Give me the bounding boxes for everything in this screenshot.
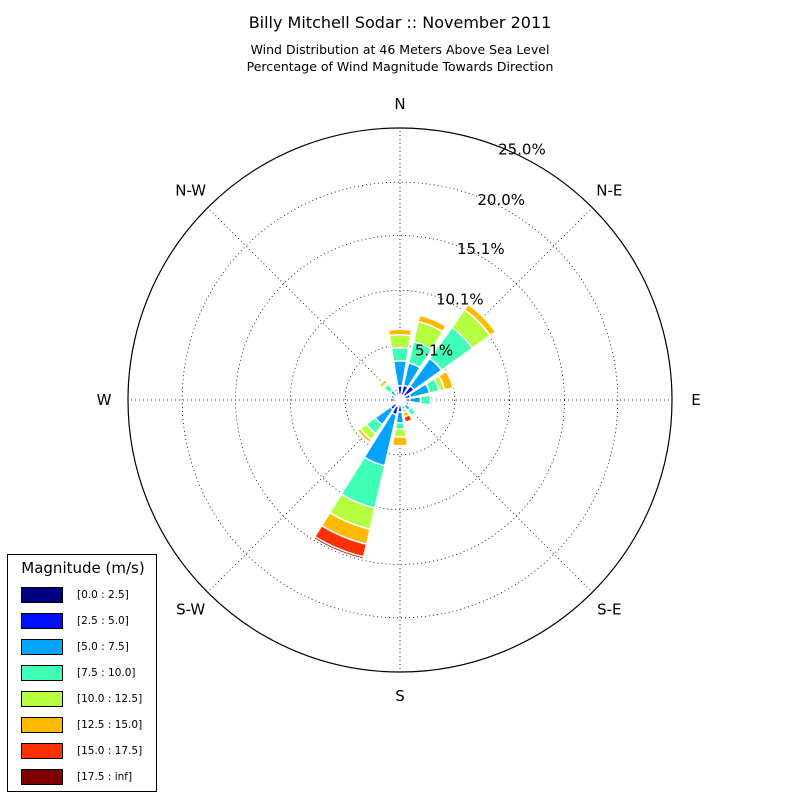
grid-ring	[181, 181, 619, 619]
legend-label: [10.0 : 12.5]	[77, 693, 143, 705]
wind-bars	[312, 303, 497, 560]
wind-bar-segment	[391, 435, 409, 447]
wind-bar-segment	[388, 393, 393, 399]
chart-subtitle: Wind Distribution at 46 Meters Above Sea…	[250, 42, 550, 57]
polar-labels: 5.1% 10.1% 15.1% 20.0% 25.0% N N-E E S-E S S-W W N-W	[97, 95, 701, 705]
legend: Magnitude (m/s) [0.0 : 2.5] [2.5 : 5.0] [5…	[7, 554, 157, 792]
legend-label: [7.5 : 10.0]	[77, 667, 136, 679]
radial-tick-label: 20.0%	[477, 191, 525, 209]
wind-bar-segment	[378, 378, 389, 389]
wind-bar-segment	[463, 303, 497, 337]
direction-label: E	[691, 391, 700, 409]
legend-swatch	[21, 691, 63, 707]
direction-label: S-E	[597, 600, 621, 618]
radial-tick-label: 5.1%	[415, 341, 453, 359]
wind-bar-segment	[394, 421, 406, 431]
wind-bar-segment	[393, 428, 407, 438]
legend-label: [0.0 : 2.5]	[77, 589, 129, 601]
wind-bar-segment	[390, 347, 410, 363]
wind-bar-segment	[388, 333, 412, 350]
wind-bar-segment	[429, 393, 434, 407]
legend-swatch	[21, 587, 63, 603]
direction-label: N-E	[596, 182, 622, 200]
grid-spoke	[207, 207, 401, 401]
legend-label: [2.5 : 5.0]	[77, 615, 129, 627]
grid-spoke	[399, 207, 593, 401]
legend-swatch	[21, 639, 63, 655]
grid-ring	[235, 235, 565, 565]
radial-tick-label: 10.1%	[436, 291, 484, 309]
outer-ring	[127, 127, 673, 673]
chart-title: Billy Mitchell Sodar :: November 2011	[248, 13, 552, 32]
legend-swatch	[21, 613, 63, 629]
legend-label: [12.5 : 15.0]	[77, 719, 143, 731]
legend-swatch	[21, 717, 63, 733]
legend-title: Magnitude (m/s)	[21, 559, 145, 577]
chart-subtitle-2: Percentage of Wind Magnitude Towards Dir…	[246, 59, 554, 74]
wind-bar-segment	[437, 370, 454, 391]
legend-swatch	[21, 743, 63, 759]
radial-tick-label: 25.0%	[498, 141, 546, 159]
direction-label: N-W	[175, 182, 206, 200]
wind-bar-segment	[312, 535, 365, 560]
wind-bar-segment	[392, 387, 399, 394]
wind-bar-segment	[387, 328, 413, 337]
wind-bar-segment	[356, 427, 373, 444]
legend-label: [5.0 : 7.5]	[77, 641, 129, 653]
legend-swatch	[21, 665, 63, 681]
grid-ring	[289, 289, 511, 511]
wind-bar-segment	[411, 411, 420, 420]
wind-bar-segment	[417, 314, 448, 333]
wind-bar-segment	[419, 394, 432, 406]
wind-bar-segment	[403, 413, 414, 424]
legend-label: [15.0 : 17.5]	[77, 745, 143, 757]
radial-tick-label: 15.1%	[457, 240, 505, 258]
direction-label: W	[97, 391, 112, 409]
direction-label: S	[395, 687, 405, 705]
wind-bar-segment	[390, 400, 395, 406]
direction-label: N	[394, 95, 405, 113]
wind-bar-segment	[407, 401, 413, 408]
legend-label: [17.5 : inf]	[77, 771, 133, 783]
direction-label: S-W	[176, 600, 205, 618]
grid-ring	[344, 344, 456, 456]
grid-spoke	[207, 399, 401, 593]
grid-spoke	[399, 399, 593, 593]
polar-grid	[127, 127, 673, 673]
legend-swatch	[21, 769, 63, 785]
